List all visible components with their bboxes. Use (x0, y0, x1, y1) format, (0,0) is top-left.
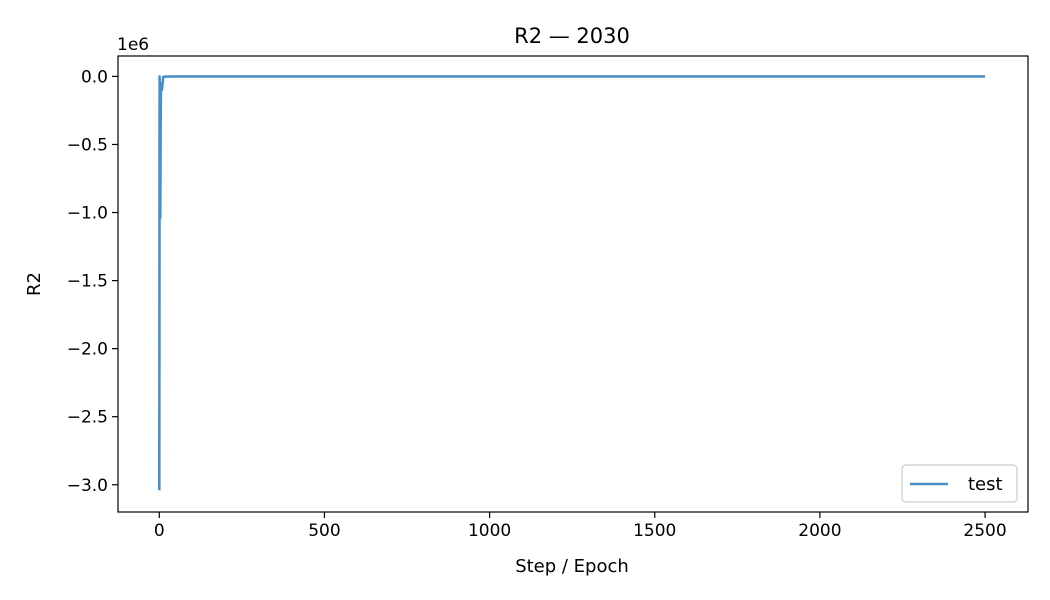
legend-box (901, 464, 1018, 503)
y-tick-label: −1.5 (67, 272, 108, 292)
plot-background (118, 56, 1028, 512)
x-tick-label: 1500 (633, 521, 676, 541)
x-tick-label: 1000 (468, 521, 511, 541)
x-axis-label: Step / Epoch (515, 556, 629, 577)
series-layer (157, 75, 986, 491)
x-tick-label: 2500 (963, 521, 1006, 541)
y-axis-label: R2 (24, 272, 45, 296)
y-tick-label: 0.0 (81, 67, 108, 87)
x-tick-label: 0 (154, 521, 165, 541)
y-tick-label: −1.0 (67, 204, 108, 224)
chart-title: R2 — 2030 (514, 24, 630, 48)
x-tick-label: 2000 (798, 521, 841, 541)
plot-frame (117, 55, 1029, 513)
y-axis-offset-label: 1e6 (117, 35, 149, 55)
x-axis-ticks: 0 500 1000 1500 2000 2500 (154, 512, 1007, 541)
legend-label-test: test (968, 474, 1003, 495)
y-axis-ticks: 0.0 −0.5 −1.0 −1.5 −2.0 −2.5 −3.0 (67, 67, 118, 496)
x-tick-label: 500 (308, 521, 340, 541)
y-tick-label: −2.5 (67, 408, 108, 428)
legend: test (901, 464, 1018, 503)
series-line-test (157, 75, 986, 491)
y-tick-label: −3.0 (67, 476, 108, 496)
y-tick-label: −2.0 (67, 340, 108, 360)
y-tick-label: −0.5 (67, 135, 108, 155)
plot-area (118, 56, 1028, 512)
